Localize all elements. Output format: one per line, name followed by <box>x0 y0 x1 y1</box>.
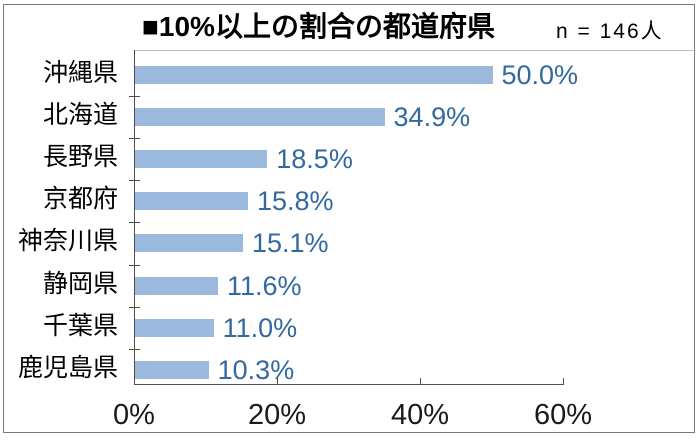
value-axis-tick <box>563 378 564 385</box>
x-axis-tick-label: 40% <box>390 399 450 431</box>
category-axis-tick <box>129 307 140 308</box>
bar <box>135 276 218 295</box>
value-label: 15.8% <box>256 186 334 217</box>
category-axis-tick <box>129 265 140 266</box>
sample-size-label: n = 146人 <box>556 20 664 43</box>
value-axis-line <box>134 384 564 385</box>
category-axis-line <box>134 50 135 385</box>
category-label: 長野県 <box>42 143 118 172</box>
category-axis-tick <box>129 222 140 223</box>
category-label: 千葉県 <box>42 311 118 340</box>
bar <box>135 318 214 337</box>
plot-area <box>134 50 696 386</box>
category-axis-tick <box>129 349 140 350</box>
category-label: 静岡県 <box>42 269 118 298</box>
chart-title: ■10%以上の割合の都道府県 <box>142 11 495 42</box>
x-axis-tick-label: 20% <box>247 399 307 431</box>
category-label: 京都府 <box>42 185 118 214</box>
value-axis-tick <box>420 378 421 385</box>
bar <box>135 234 243 253</box>
category-label: 北海道 <box>42 101 118 130</box>
value-label: 11.0% <box>222 312 298 343</box>
value-label: 11.6% <box>226 270 302 301</box>
value-label: 15.1% <box>251 228 329 259</box>
value-axis-tick <box>277 378 278 385</box>
value-label: 18.5% <box>276 144 353 175</box>
bar <box>135 150 268 169</box>
category-label: 沖縄県 <box>42 59 118 87</box>
x-axis-tick-label: 60% <box>533 399 593 431</box>
bar <box>135 360 209 379</box>
bar <box>135 108 385 127</box>
category-label: 神奈川県 <box>17 227 118 256</box>
x-axis-tick-label: 0% <box>113 399 155 431</box>
category-axis-tick <box>129 138 140 139</box>
value-label: 10.3% <box>217 354 295 385</box>
bar <box>135 192 248 211</box>
bar <box>135 66 493 84</box>
category-axis-tick <box>129 96 140 97</box>
category-label: 鹿児島県 <box>17 353 118 382</box>
value-label: 50.0% <box>501 60 579 90</box>
category-axis-tick <box>129 180 140 181</box>
value-label: 34.9% <box>393 102 471 133</box>
